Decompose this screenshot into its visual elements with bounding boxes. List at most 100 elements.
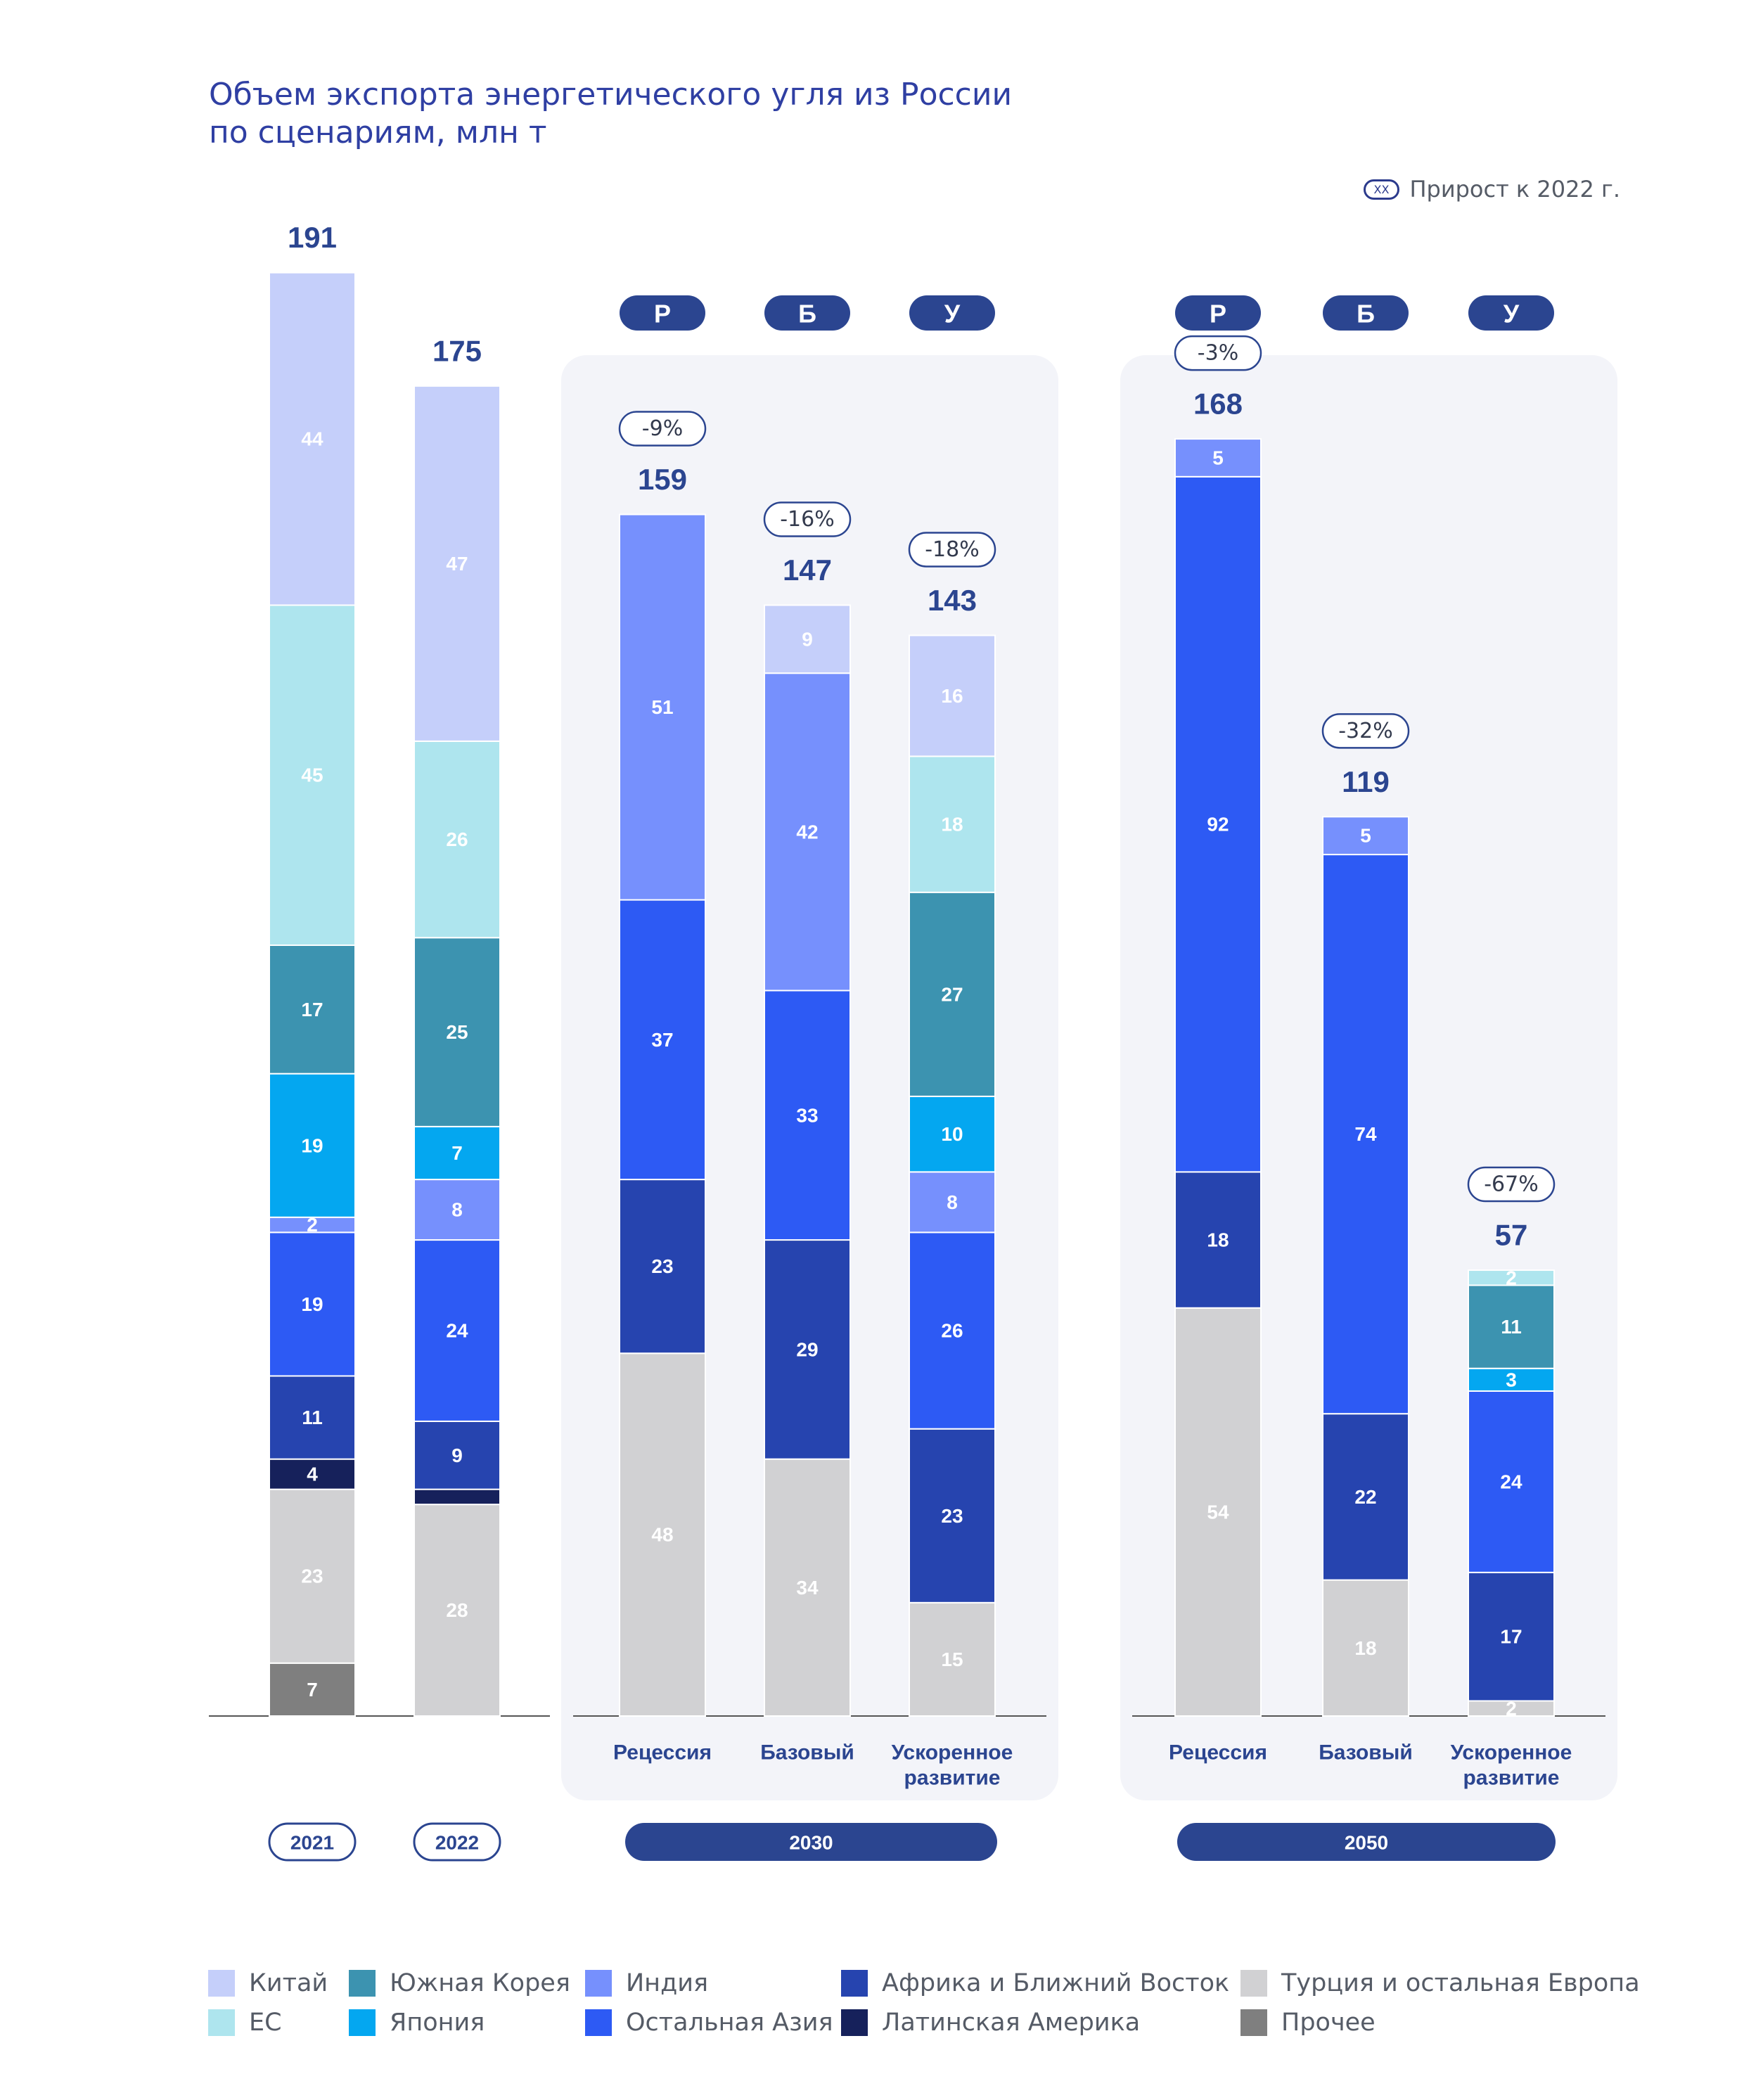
bar-segment-asia — [269, 1231, 356, 1377]
segment-label: 5 — [1360, 825, 1371, 847]
growth-pill-label: -18% — [925, 537, 980, 562]
legend-item-europe: Турция и остальная Европа — [1240, 1969, 1640, 1997]
legend-item-latam: Латинская Америка — [841, 2009, 1140, 2037]
bar-segment-europe — [764, 1458, 851, 1717]
legend-swatch — [349, 1970, 376, 1997]
growth-note: XX Прирост к 2022 г. — [1363, 176, 1620, 203]
growth-pill-label: -3% — [1198, 341, 1238, 366]
bar-segment-asia — [1174, 475, 1262, 1173]
segment-label: 51 — [651, 696, 673, 718]
group-year-label: 2050 — [1345, 1832, 1388, 1854]
year-pill — [268, 1822, 357, 1862]
legend-swatch — [208, 2009, 235, 2036]
segment-label: 17 — [301, 999, 323, 1020]
segment-label: 22 — [1354, 1486, 1376, 1508]
segment-label: 25 — [446, 1021, 468, 1043]
bar-total-label: 159 — [638, 463, 687, 496]
scenario-label: Рецессия — [613, 1741, 712, 1765]
legend-label: Китай — [249, 1969, 328, 1997]
bar-segment-eu — [1468, 1269, 1555, 1286]
bar-segment-africa — [413, 1420, 501, 1490]
segment-label: 16 — [941, 685, 963, 707]
bar-segment-india — [1174, 438, 1262, 478]
scenario-badge-label: У — [1503, 300, 1520, 328]
segment-label: 23 — [941, 1505, 963, 1527]
segment-label: 18 — [1207, 1229, 1229, 1251]
bar-segment-asia — [909, 1231, 996, 1430]
legend-label: Прочее — [1281, 2009, 1376, 2037]
bar-segment-china — [269, 271, 356, 606]
legend-item-india: Индия — [585, 1969, 708, 1997]
bar-total-label: 143 — [928, 584, 977, 617]
year-pill-label: 2022 — [435, 1832, 479, 1854]
segment-label: 18 — [1354, 1637, 1376, 1659]
bar-segment-eu — [269, 604, 356, 947]
growth-note-label: Прирост к 2022 г. — [1409, 176, 1620, 203]
bar-total-label: 175 — [432, 334, 482, 367]
scenario-badge — [1323, 295, 1409, 331]
legend-label: Африка и Ближний Восток — [882, 1969, 1230, 1997]
bar-total-label: 57 — [1495, 1219, 1528, 1252]
bar-segment-india — [1322, 816, 1409, 856]
bar-segment-china — [764, 604, 851, 674]
segment-label: 33 — [796, 1104, 818, 1126]
bar-total-label: 168 — [1193, 388, 1243, 421]
legend-item-korea: Южная Корея — [349, 1969, 570, 1997]
segment-label: 28 — [446, 1599, 468, 1621]
segment-label: 2 — [1506, 1698, 1517, 1720]
segment-label: 7 — [307, 1679, 318, 1701]
segment-label: 11 — [1501, 1316, 1522, 1338]
segment-label: 42 — [796, 821, 818, 843]
scenario-badge-label: У — [944, 300, 961, 328]
bar-segment-africa — [1322, 1413, 1409, 1581]
segment-label: 54 — [1207, 1501, 1229, 1523]
bar-segment-europe — [619, 1352, 706, 1717]
segment-label: 27 — [941, 983, 963, 1005]
legend: Китай Южная Корея Индия Африка и Ближний Во… — [208, 1969, 1685, 2068]
legend-item-asia: Остальная Азия — [585, 2009, 833, 2037]
segment-label: 3 — [1506, 1369, 1517, 1390]
scenario-badge — [1175, 295, 1261, 331]
segment-label: 48 — [651, 1524, 673, 1546]
scenario-label: Базовый — [760, 1741, 854, 1765]
segment-label: 37 — [651, 1029, 673, 1051]
legend-swatch — [1240, 2009, 1267, 2036]
group-year-pill — [625, 1823, 997, 1861]
scenario-badge-label: Б — [1357, 300, 1375, 328]
group-year-label: 2030 — [789, 1832, 833, 1854]
legend-label: Остальная Азия — [626, 2009, 833, 2037]
growth-pill — [1174, 335, 1262, 371]
legend-item-other: Прочее — [1240, 2009, 1376, 2037]
legend-label: Южная Корея — [390, 1969, 570, 1997]
segment-label: 8 — [947, 1191, 958, 1213]
bar-segment-eu — [909, 755, 996, 893]
year-pill — [413, 1822, 501, 1862]
scenario-badge — [764, 295, 850, 331]
scenario-label: Базовый — [1319, 1741, 1413, 1765]
segment-label: 24 — [446, 1320, 468, 1342]
bar-segment-india — [619, 513, 706, 901]
bar-segment-europe — [269, 1488, 356, 1664]
bar-segment-korea — [909, 891, 996, 1097]
scenario-label-line-2: развитие — [1463, 1767, 1560, 1790]
segment-label: 2 — [1506, 1267, 1517, 1288]
growth-pill-label: -16% — [780, 507, 835, 532]
growth-pill — [1321, 713, 1410, 749]
legend-swatch — [1240, 1970, 1267, 1997]
bar-segment-latam — [413, 1488, 501, 1506]
legend-label: Индия — [626, 1969, 709, 1997]
bar-segment-asia — [619, 899, 706, 1181]
bar-segment-asia — [413, 1239, 501, 1422]
segment-label: 26 — [446, 828, 468, 850]
scenario-label: Ускоренное — [892, 1741, 1013, 1765]
year-pill-label: 2021 — [290, 1832, 334, 1854]
bar-segment-europe — [413, 1504, 501, 1717]
segment-label: 10 — [941, 1123, 963, 1145]
growth-pill — [908, 532, 996, 568]
growth-note-badge: XX — [1363, 179, 1400, 200]
legend-item-china: Китай — [208, 1969, 328, 1997]
bar-segment-india — [413, 1179, 501, 1241]
segment-label: 34 — [796, 1577, 819, 1599]
segment-label: 4 — [307, 1464, 318, 1485]
bar-segment-africa — [1468, 1571, 1555, 1702]
